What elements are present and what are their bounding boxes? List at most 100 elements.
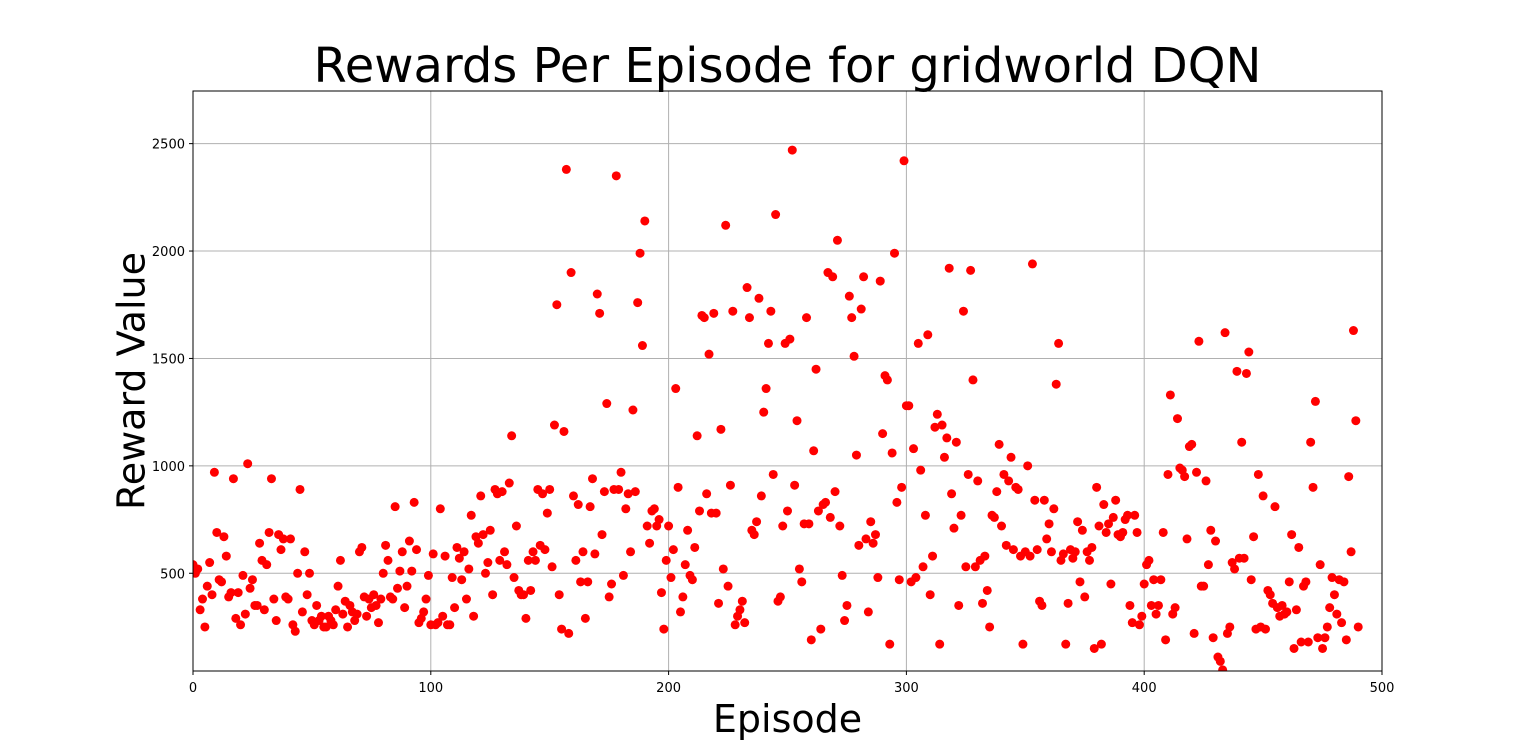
data-point bbox=[1348, 326, 1358, 336]
data-point bbox=[695, 506, 705, 516]
data-point bbox=[787, 145, 797, 155]
data-point bbox=[240, 609, 250, 619]
data-point bbox=[1215, 656, 1225, 666]
data-point bbox=[438, 611, 448, 621]
data-point bbox=[840, 616, 850, 626]
data-point bbox=[554, 590, 564, 600]
data-point bbox=[675, 607, 685, 617]
data-point bbox=[1037, 600, 1047, 610]
data-point bbox=[1096, 639, 1106, 649]
data-point bbox=[985, 622, 995, 632]
data-point bbox=[1042, 534, 1052, 544]
data-point bbox=[552, 300, 562, 310]
data-point bbox=[483, 558, 493, 568]
data-point bbox=[956, 510, 966, 520]
data-point bbox=[604, 592, 614, 602]
data-point bbox=[1201, 476, 1211, 486]
y-tick-label: 500 bbox=[160, 567, 185, 582]
data-point bbox=[559, 426, 569, 436]
data-point bbox=[1008, 545, 1018, 555]
data-point bbox=[1203, 560, 1213, 570]
data-point bbox=[576, 577, 586, 587]
data-point bbox=[599, 487, 609, 497]
data-point bbox=[373, 618, 383, 628]
x-tick-label: 400 bbox=[1132, 681, 1157, 696]
data-point bbox=[1137, 611, 1147, 621]
data-point bbox=[930, 422, 940, 432]
data-point bbox=[618, 570, 628, 580]
data-point bbox=[830, 487, 840, 497]
data-point bbox=[949, 523, 959, 533]
data-point bbox=[1208, 633, 1218, 643]
data-point bbox=[1301, 577, 1311, 587]
data-point bbox=[393, 583, 403, 593]
data-point bbox=[1220, 328, 1230, 338]
data-point bbox=[352, 609, 362, 619]
data-point bbox=[1351, 416, 1361, 426]
data-point bbox=[989, 512, 999, 522]
data-point bbox=[637, 341, 647, 351]
data-point bbox=[502, 560, 512, 570]
data-point bbox=[968, 375, 978, 385]
data-point bbox=[1303, 637, 1313, 647]
x-tick-label: 200 bbox=[656, 681, 681, 696]
data-point bbox=[305, 568, 315, 578]
data-point bbox=[664, 521, 674, 531]
data-point bbox=[423, 570, 433, 580]
data-point bbox=[1165, 390, 1175, 400]
x-tick-label: 100 bbox=[418, 681, 443, 696]
data-point bbox=[1206, 525, 1216, 535]
data-point bbox=[916, 465, 926, 475]
data-point bbox=[1237, 437, 1247, 447]
data-point bbox=[521, 613, 531, 623]
data-point bbox=[1260, 624, 1270, 634]
data-point bbox=[435, 504, 445, 514]
data-point bbox=[809, 446, 819, 456]
data-point bbox=[614, 484, 624, 494]
data-point bbox=[690, 542, 700, 552]
data-point bbox=[1239, 553, 1249, 563]
data-point bbox=[1161, 635, 1171, 645]
data-point bbox=[466, 510, 476, 520]
data-point bbox=[500, 547, 510, 557]
data-point bbox=[583, 577, 593, 587]
data-point bbox=[1023, 461, 1033, 471]
data-point bbox=[464, 564, 474, 574]
data-point bbox=[918, 562, 928, 572]
data-point bbox=[754, 293, 764, 303]
data-point bbox=[200, 622, 210, 632]
data-point bbox=[478, 530, 488, 540]
data-point bbox=[276, 545, 286, 555]
data-point bbox=[236, 620, 246, 630]
data-point bbox=[702, 489, 712, 499]
data-point bbox=[335, 555, 345, 565]
data-point bbox=[771, 210, 781, 220]
data-point bbox=[633, 298, 643, 308]
data-point bbox=[756, 491, 766, 501]
data-point bbox=[1289, 643, 1299, 653]
data-point bbox=[797, 577, 807, 587]
data-point bbox=[894, 575, 904, 585]
data-point bbox=[290, 626, 300, 636]
data-point bbox=[842, 600, 852, 610]
data-point bbox=[278, 534, 288, 544]
data-point bbox=[1144, 555, 1154, 565]
data-point bbox=[1315, 560, 1325, 570]
data-point bbox=[923, 330, 933, 340]
data-point bbox=[428, 549, 438, 559]
data-point bbox=[476, 491, 486, 501]
data-point bbox=[904, 401, 914, 411]
data-point bbox=[488, 590, 498, 600]
data-point bbox=[221, 551, 231, 561]
data-point bbox=[378, 568, 388, 578]
data-point bbox=[266, 474, 276, 484]
data-point bbox=[714, 598, 724, 608]
data-point bbox=[1337, 618, 1347, 628]
data-point bbox=[597, 530, 607, 540]
data-point bbox=[649, 504, 659, 514]
data-point bbox=[1287, 530, 1297, 540]
data-point bbox=[1199, 581, 1209, 591]
data-point bbox=[659, 624, 669, 634]
data-point bbox=[1192, 467, 1202, 477]
